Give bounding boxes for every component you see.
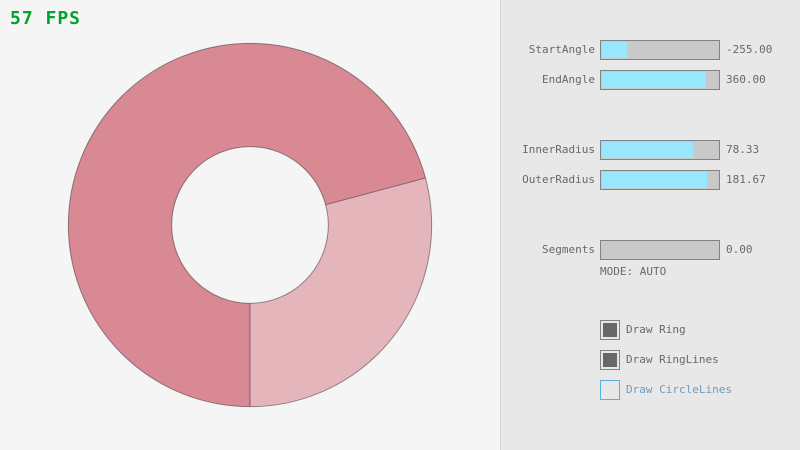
slider-value: 78.33 <box>726 143 760 156</box>
draw-ring-lines-checkbox[interactable] <box>600 350 620 370</box>
draw-ring-lines-row: Draw RingLines <box>600 350 790 370</box>
slider-label: StartAngle <box>528 43 595 56</box>
draw-circle-lines-checkbox[interactable] <box>600 380 620 400</box>
checkbox-label: Draw Ring <box>626 323 686 336</box>
inner-radius-slider[interactable] <box>600 140 720 160</box>
outer-radius-slider[interactable] <box>600 170 720 190</box>
slider-label: EndAngle <box>542 73 595 86</box>
checkbox-label: Draw CircleLines <box>626 383 732 396</box>
inner-radius-slider-row: InnerRadius 78.33 <box>500 140 800 160</box>
slider-fill <box>602 72 706 88</box>
slider-value: 0.00 <box>726 243 753 256</box>
slider-label: InnerRadius <box>522 143 595 156</box>
draw-ring-checkbox[interactable] <box>600 320 620 340</box>
slider-label: Segments <box>542 243 595 256</box>
mode-label: MODE: AUTO <box>600 265 667 278</box>
start-angle-slider-row: StartAngle -255.00 <box>500 40 800 60</box>
checkbox-check-icon <box>603 323 617 337</box>
slider-value: 360.00 <box>726 73 766 86</box>
segments-slider-row: Segments 0.00 <box>500 240 800 260</box>
ring-inner-outline <box>171 146 329 304</box>
slider-label: OuterRadius <box>522 173 595 186</box>
segments-slider[interactable] <box>600 240 720 260</box>
fps-counter: 57 FPS <box>10 8 82 29</box>
slider-value: -255.00 <box>726 43 773 56</box>
slider-value: 181.67 <box>726 173 766 186</box>
checkbox-label: Draw RingLines <box>626 353 719 366</box>
checkbox-check-icon <box>603 353 617 367</box>
outer-radius-slider-row: OuterRadius 181.67 <box>500 170 800 190</box>
ring-sector-single-drawn <box>250 177 432 407</box>
start-angle-slider[interactable] <box>600 40 720 60</box>
end-angle-slider[interactable] <box>600 70 720 90</box>
end-angle-slider-row: EndAngle 360.00 <box>500 70 800 90</box>
ring-radial-line <box>325 177 426 206</box>
slider-fill <box>602 42 627 58</box>
ring-sector-overlap-double-drawn <box>68 43 426 407</box>
ring-outer-outline <box>67 42 433 408</box>
slider-fill <box>602 172 707 188</box>
draw-circle-lines-row: Draw CircleLines <box>600 380 790 400</box>
draw-ring-row: Draw Ring <box>600 320 790 340</box>
slider-fill <box>602 142 693 158</box>
